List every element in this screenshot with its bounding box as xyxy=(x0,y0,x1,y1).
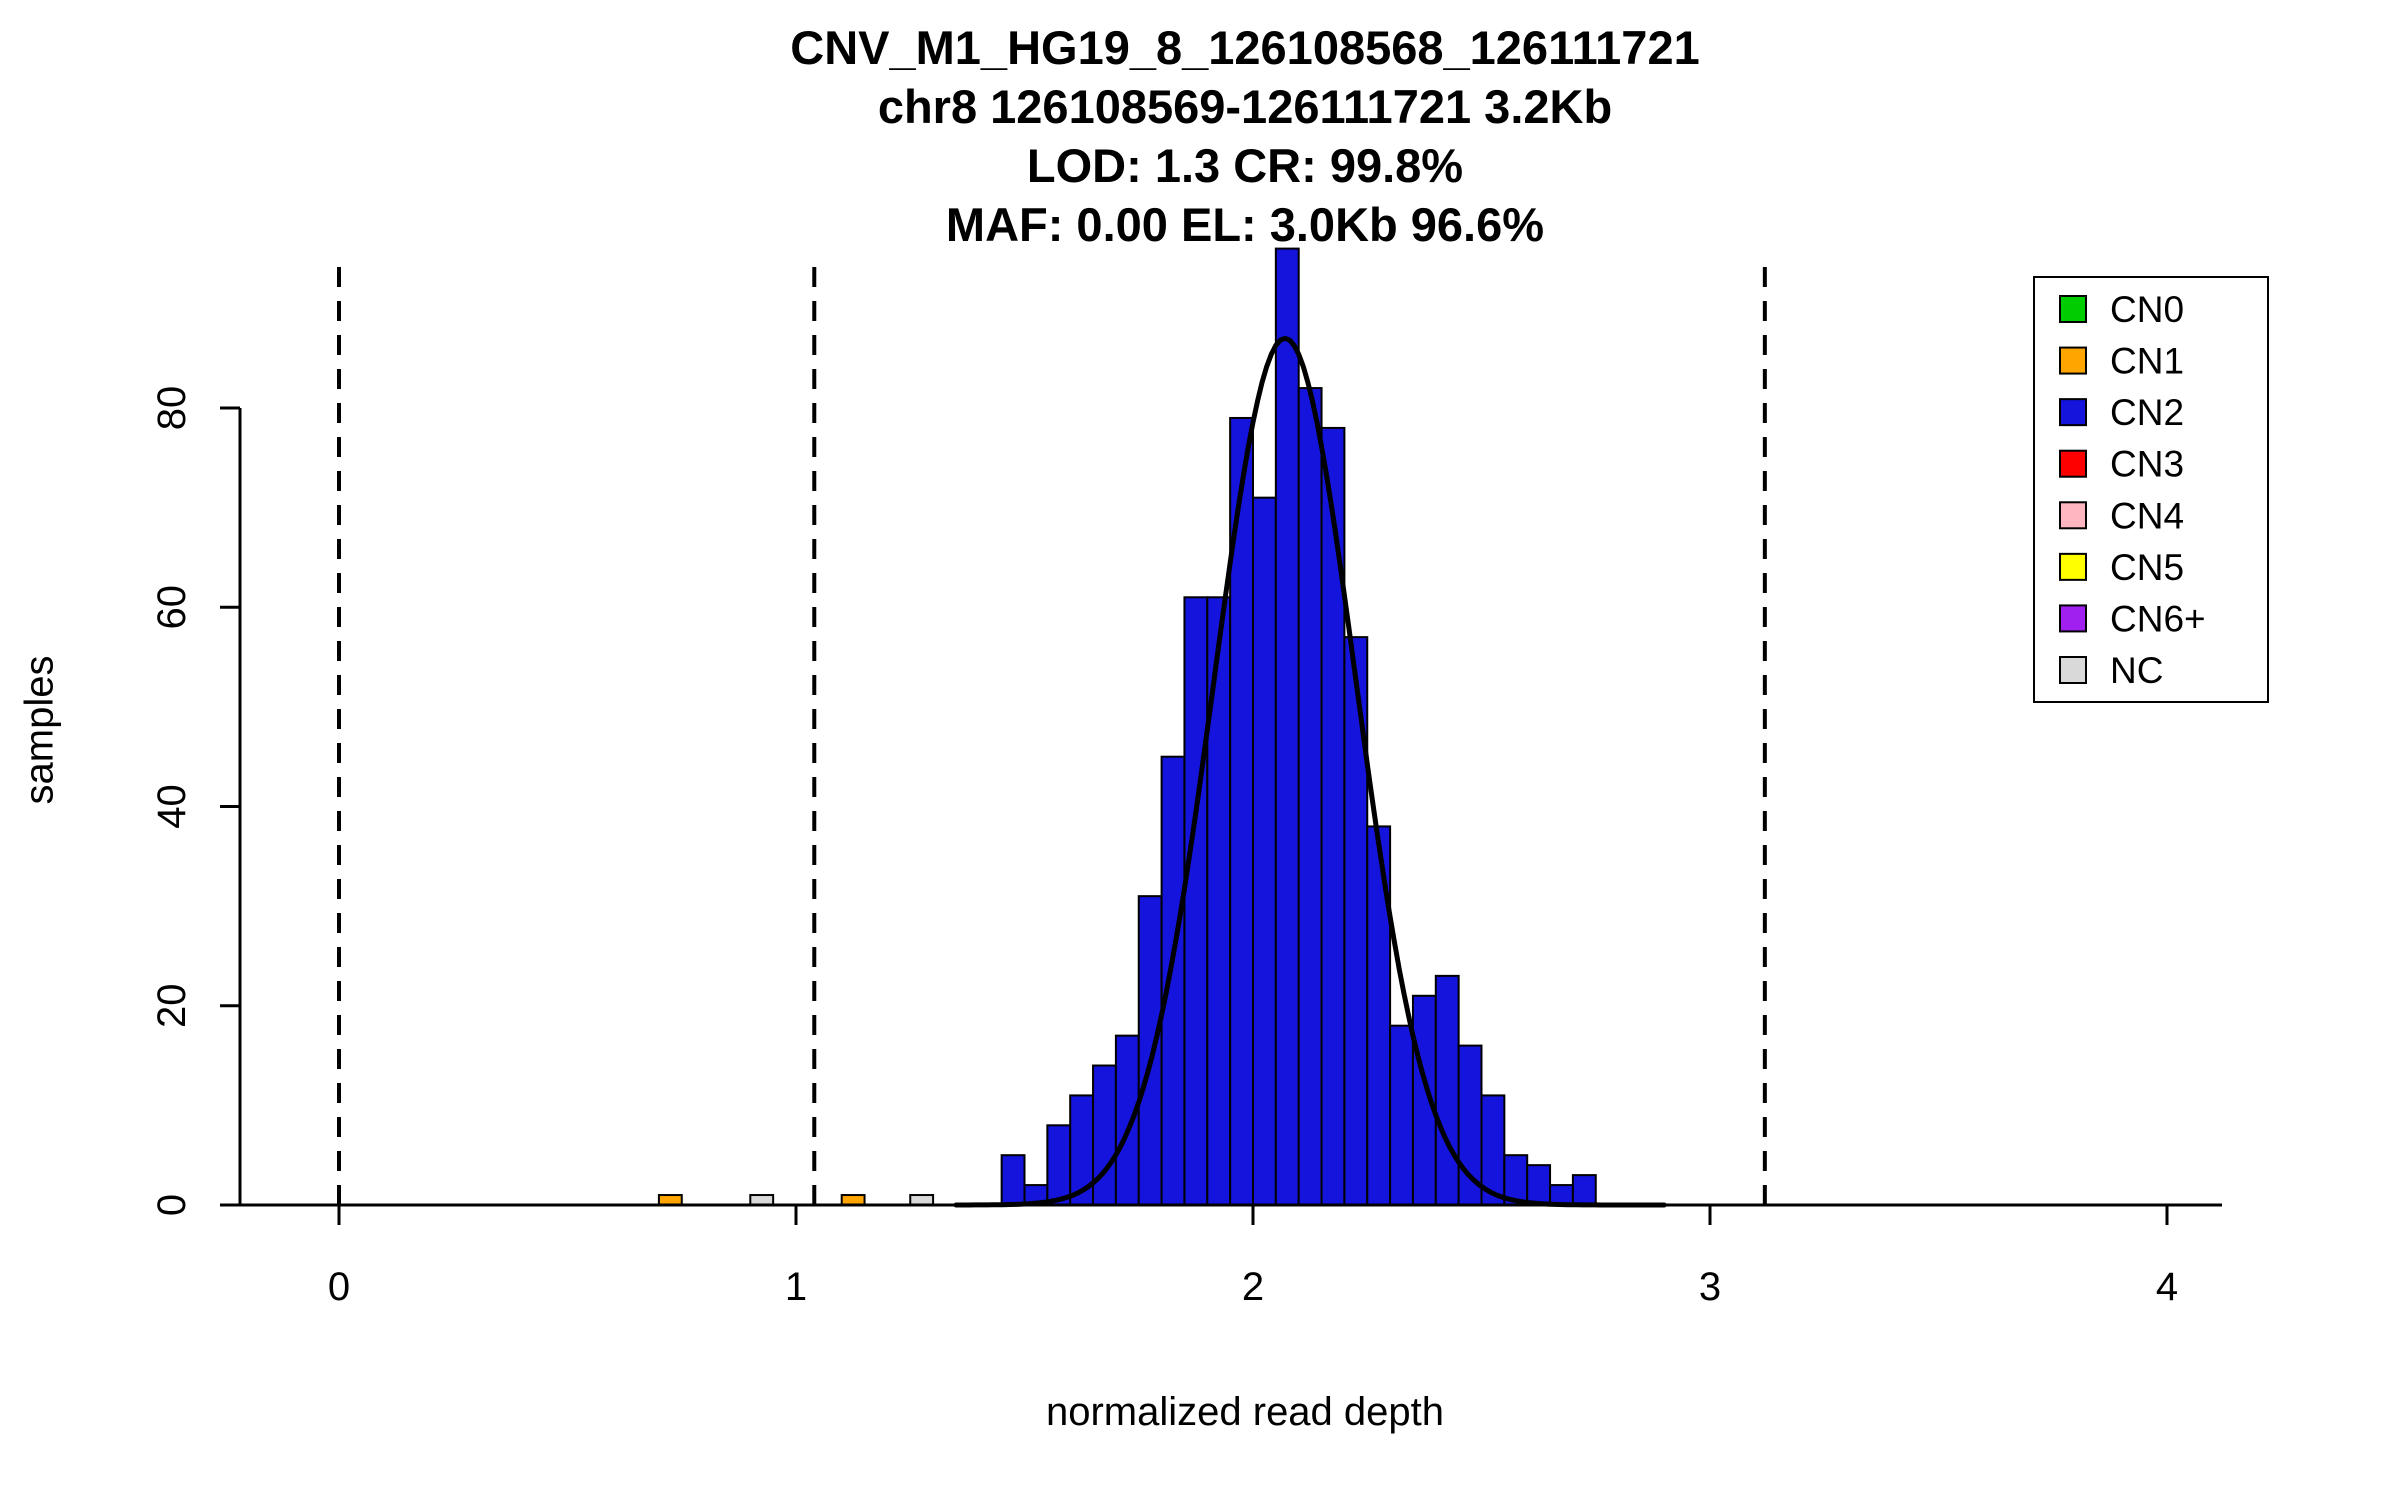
legend-label-cn3: CN3 xyxy=(2110,444,2184,485)
legend-label-cn6plus: CN6+ xyxy=(2110,598,2206,639)
histogram-bar-CN2 xyxy=(1434,974,1460,1206)
y-axis-tick-label: 40 xyxy=(150,784,194,829)
histogram-bar-CN2 xyxy=(1526,1164,1552,1207)
legend-swatch-cn0 xyxy=(2059,295,2087,323)
legend-swatch-cn3 xyxy=(2059,449,2087,478)
legend-swatch-cn1 xyxy=(2059,346,2087,375)
x-axis-tick-label: 1 xyxy=(785,1265,807,1309)
histogram-bar-CN2 xyxy=(1114,1034,1140,1206)
histogram-bar-CN2 xyxy=(1389,1024,1414,1207)
x-axis-tick-label: 2 xyxy=(1242,1265,1264,1309)
legend-label-cn5: CN5 xyxy=(2110,547,2184,588)
histogram-bar-CN2 xyxy=(1160,755,1186,1206)
title-line-3: LOD: 1.3 CR: 99.8% xyxy=(1026,139,1464,192)
y-axis-tick-label: 20 xyxy=(150,984,194,1029)
legend-label-cn0: CN0 xyxy=(2110,289,2184,330)
legend-label-nc: NC xyxy=(2110,650,2163,691)
plot-title: CNV_M1_HG19_8_126108568_126111721 chr8 1… xyxy=(145,18,2345,254)
legend-swatch-cn2 xyxy=(2059,398,2087,427)
histogram-bar-CN2 xyxy=(1297,387,1323,1206)
x-axis-tick-label: 3 xyxy=(1699,1265,1721,1309)
legend-swatch-cn5 xyxy=(2059,552,2087,581)
histogram-bar-CN2 xyxy=(1571,1174,1597,1207)
legend-label-cn1: CN1 xyxy=(2110,341,2184,382)
histogram-bar-CN2 xyxy=(1137,895,1163,1206)
legend-swatch-nc xyxy=(2059,656,2087,684)
histogram-bar-CN2 xyxy=(1183,596,1209,1206)
histogram-bar-CN2 xyxy=(1274,247,1300,1207)
x-axis-tick-label: 0 xyxy=(328,1265,350,1309)
y-axis-tick-label: 0 xyxy=(150,1194,194,1216)
histogram-bar-CN2 xyxy=(1252,496,1277,1207)
histogram-bar-CN2 xyxy=(1046,1124,1072,1207)
x-axis-tick-label: 4 xyxy=(2156,1265,2178,1309)
legend-swatch-cn6plus xyxy=(2059,604,2087,633)
title-line-2: chr8 126108569-126111721 3.2Kb xyxy=(877,80,1613,133)
x-axis-label: normalized read depth xyxy=(1045,1390,1445,1434)
legend-label-cn2: CN2 xyxy=(2110,392,2184,433)
histogram-bar-CN2 xyxy=(1092,1064,1117,1207)
histogram-bar-CN2 xyxy=(1320,426,1346,1206)
legend-label-cn4: CN4 xyxy=(2110,495,2184,536)
title-line-1: CNV_M1_HG19_8_126108568_126111721 xyxy=(790,21,1700,74)
title-line-4: MAF: 0.00 EL: 3.0Kb 96.6% xyxy=(945,198,1545,251)
y-axis-tick-label: 60 xyxy=(150,585,194,630)
histogram-bar-CN2 xyxy=(1000,1154,1026,1206)
y-axis-tick-label: 80 xyxy=(150,386,194,431)
legend-swatch-cn4 xyxy=(2059,501,2087,530)
